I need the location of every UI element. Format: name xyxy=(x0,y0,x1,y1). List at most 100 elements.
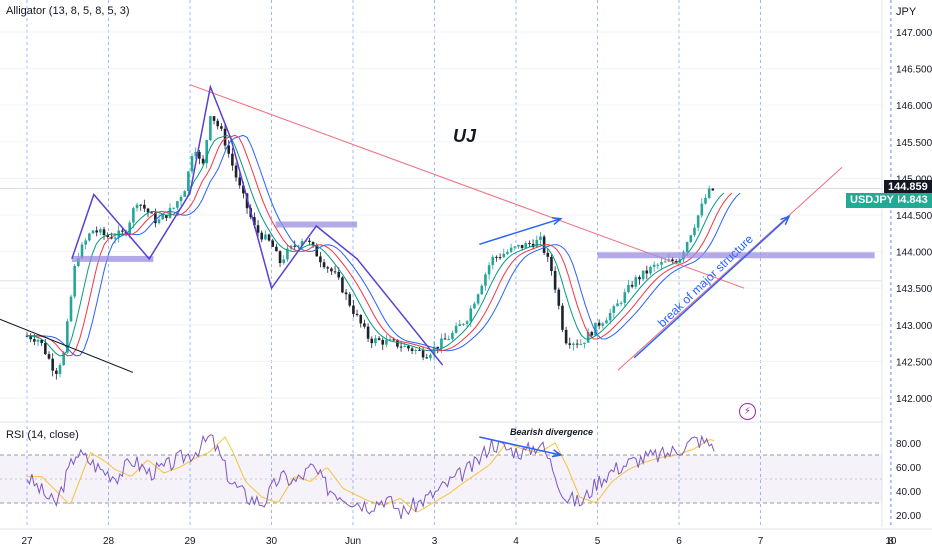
support-zone[interactable] xyxy=(275,221,358,228)
divergence-arrow-rsi-head[interactable] xyxy=(551,449,563,458)
candle-body xyxy=(520,244,524,249)
candle-body xyxy=(612,306,616,313)
candle-body xyxy=(454,325,458,333)
candle-body xyxy=(616,303,619,307)
candle-body xyxy=(319,256,322,263)
candle-body xyxy=(146,208,150,213)
x-tick-label: 7 xyxy=(758,536,764,547)
divergence-arrow-rsi[interactable] xyxy=(479,436,561,456)
candle-body xyxy=(333,271,337,273)
candle-body xyxy=(476,294,480,304)
candle-body xyxy=(201,158,205,164)
candle-body xyxy=(421,350,425,358)
candle-body xyxy=(553,271,557,290)
y-tick-label: 144.500 xyxy=(896,211,932,222)
structure-arrow-head[interactable] xyxy=(780,215,791,225)
candle-body xyxy=(443,338,447,340)
candle-body xyxy=(370,338,374,344)
indicator-legend-main[interactable]: Alligator (13, 8, 5, 8, 5, 3) xyxy=(6,5,130,17)
candle-body xyxy=(436,346,440,349)
candle-body xyxy=(267,234,271,241)
candle-body xyxy=(293,245,297,247)
candle-body xyxy=(73,266,76,297)
x-tick-label: 3 xyxy=(432,536,438,547)
candle-body xyxy=(601,323,605,326)
candle-body xyxy=(62,352,65,366)
candle-body xyxy=(557,289,561,306)
drawings-layer[interactable] xyxy=(0,84,875,458)
candle-body xyxy=(528,243,531,245)
y-tick-label: 146.000 xyxy=(896,101,932,112)
candle-body xyxy=(51,358,54,371)
candle-body xyxy=(700,203,704,216)
candle-body xyxy=(271,240,275,247)
symbol-tag: USDJPY xyxy=(846,193,899,208)
candle-body xyxy=(55,370,58,374)
candle-body xyxy=(447,338,451,340)
candle-body xyxy=(480,285,484,295)
divergence-arrow-price-head[interactable] xyxy=(551,217,563,226)
divergence-arrow-price[interactable] xyxy=(479,217,562,246)
candle-body xyxy=(308,240,311,242)
candle-body xyxy=(337,272,341,278)
indicator-legend-rsi[interactable]: RSI (14, close) xyxy=(6,429,79,441)
candle-body xyxy=(33,339,36,342)
candle-body xyxy=(344,292,348,295)
candle-body xyxy=(139,204,142,206)
candle-body xyxy=(187,171,190,192)
candle-body xyxy=(671,259,674,262)
left-trendline[interactable] xyxy=(0,314,134,373)
candle-body xyxy=(656,264,660,266)
candle-body xyxy=(88,233,91,241)
candle-body xyxy=(176,201,179,208)
candle-body xyxy=(80,244,84,259)
candle-body xyxy=(154,212,157,224)
candle-body xyxy=(311,241,315,246)
x-tick-label: 8 xyxy=(888,536,894,547)
candle-body xyxy=(561,305,564,330)
candle-body xyxy=(627,284,630,293)
support-zone[interactable] xyxy=(597,252,875,259)
candle-body xyxy=(407,345,410,349)
candle-body xyxy=(590,332,594,336)
candle-body xyxy=(216,120,220,127)
candle-body xyxy=(242,185,245,194)
y-tick-label: 142.500 xyxy=(896,357,932,368)
candle-body xyxy=(513,246,517,248)
rsi-tick-label: 60.00 xyxy=(896,463,921,474)
candle-body xyxy=(102,229,106,235)
candle-body xyxy=(579,343,583,345)
candle-body xyxy=(462,323,465,325)
candle-body xyxy=(645,270,649,274)
candle-body xyxy=(168,208,172,218)
candle-body xyxy=(502,253,506,258)
candle-body xyxy=(660,261,663,265)
candle-body xyxy=(649,266,652,274)
candle-body xyxy=(58,365,62,374)
candle-body xyxy=(418,349,421,351)
rsi-pane xyxy=(0,434,882,520)
last-price-tag: 144.859 xyxy=(884,180,932,195)
candle-body xyxy=(260,232,264,240)
candle-body xyxy=(696,215,700,228)
structure-arrow[interactable] xyxy=(633,215,790,359)
y-tick-label: 145.500 xyxy=(896,138,932,149)
candle-body xyxy=(652,264,656,267)
candle-body xyxy=(238,177,242,186)
candle-body xyxy=(429,354,432,359)
ascending-trendline[interactable] xyxy=(617,167,843,371)
candle-body xyxy=(440,338,443,349)
support-zone[interactable] xyxy=(71,255,154,262)
candle-body xyxy=(704,197,707,204)
candle-body xyxy=(113,237,117,239)
x-tick-label: 28 xyxy=(103,536,115,547)
candle-body xyxy=(297,245,300,247)
candle-body xyxy=(575,343,579,345)
candle-body xyxy=(366,326,370,339)
lightning-icon[interactable]: ⚡ xyxy=(739,403,756,420)
candle-body xyxy=(69,296,73,322)
candle-body xyxy=(594,322,597,336)
pattern-zigzag[interactable] xyxy=(71,84,444,366)
candle-body xyxy=(641,270,645,280)
